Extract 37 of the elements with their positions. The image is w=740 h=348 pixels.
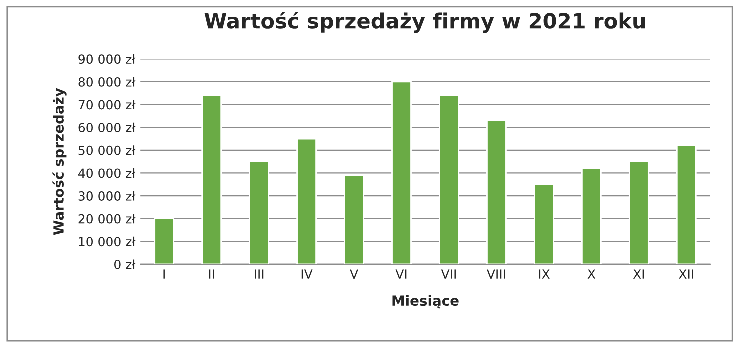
x-tick-label: VI — [396, 270, 407, 279]
x-tick-label: IX — [539, 270, 550, 279]
x-tick-label: V — [350, 270, 358, 279]
chart-title: Wartość sprzedaży firmy w 2021 roku — [204, 12, 646, 34]
x-tick-label: I — [164, 270, 165, 279]
x-tick-label: VII — [441, 270, 456, 279]
bar — [344, 174, 364, 264]
bar — [582, 168, 602, 264]
y-axis-title: Wartość sprzedaży — [52, 88, 67, 236]
y-tick-label: 10 000 zł — [79, 236, 136, 247]
x-tick-label: II — [209, 270, 214, 279]
x-tick-label: XI — [633, 270, 644, 279]
x-axis-title: Miesiące — [392, 295, 459, 309]
bar — [534, 184, 554, 264]
y-tick-label: 20 000 zł — [78, 214, 136, 224]
y-tick-label: 90 000 zł — [78, 54, 136, 64]
y-tick-label: 50 000 zł — [78, 146, 136, 156]
bar — [249, 161, 270, 264]
x-tick-label: XII — [679, 270, 694, 279]
bar — [392, 81, 412, 264]
y-tick-label: 0 zł — [114, 260, 136, 270]
x-tick-label: IV — [302, 270, 313, 279]
bar — [202, 94, 222, 264]
y-tick-label: 70 000 zł — [78, 100, 136, 110]
bar — [154, 218, 175, 264]
y-tick-label: 40 000 zł — [78, 168, 136, 178]
y-tick-label: 80 000 zł — [78, 77, 136, 87]
x-tick-label: VIII — [487, 270, 506, 279]
y-tick-label: 60 000 zł — [78, 122, 136, 133]
bar — [486, 120, 507, 264]
bar — [628, 161, 650, 264]
bar — [676, 145, 697, 264]
x-tick-label: X — [588, 270, 596, 279]
bar — [296, 138, 317, 264]
bar — [439, 94, 460, 264]
y-tick-label: 30 000 zł — [78, 191, 136, 201]
x-tick-label: III — [255, 270, 264, 279]
